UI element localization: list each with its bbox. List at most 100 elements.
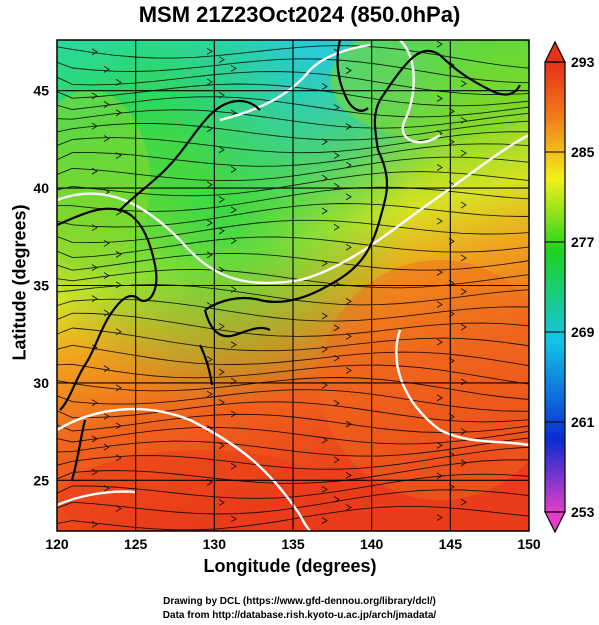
streamline-arrow (103, 485, 110, 492)
streamline (57, 505, 529, 531)
colorbar-tick-label: 253 (571, 504, 595, 520)
y-tick-label: 40 (33, 180, 49, 196)
streamline-arrow (460, 117, 467, 124)
x-tick-label: 135 (281, 536, 305, 552)
streamline-arrow (333, 354, 340, 362)
streamline (57, 236, 529, 259)
streamline-arrow (103, 443, 110, 451)
streamline (57, 83, 529, 107)
streamline-arrow (103, 365, 110, 373)
streamline-arrow (91, 92, 98, 100)
streamline-arrow (436, 40, 443, 48)
streamline-arrow (115, 328, 122, 336)
streamline (57, 186, 529, 212)
streamline-arrow (230, 410, 237, 418)
streamline (57, 58, 529, 84)
streamline (57, 120, 529, 141)
y-axis-label: Latitude (degrees) (9, 204, 30, 361)
streamline (57, 312, 529, 337)
streamline-arrow (321, 485, 328, 493)
temperature-contours (57, 40, 529, 531)
streamline-arrow (345, 243, 352, 251)
streamline-arrow (206, 48, 213, 55)
streamline-arrow (333, 223, 340, 231)
streamline (57, 131, 529, 154)
streamline (57, 377, 529, 400)
streamline-arrow (436, 441, 443, 449)
streamline-arrow (218, 56, 225, 64)
streamline-arrow (115, 384, 122, 392)
streamline-arrow (230, 515, 237, 523)
streamline-arrow (321, 207, 328, 215)
streamline-arrow (91, 122, 98, 130)
streamline-arrow (321, 138, 328, 146)
streamline-arrow (333, 324, 340, 332)
streamline-arrow (321, 345, 328, 353)
streamline (57, 459, 529, 484)
streamline-arrow (333, 104, 340, 111)
x-tick-label: 145 (439, 536, 463, 552)
streamline-arrow (436, 164, 443, 171)
x-tick-label: 150 (517, 536, 541, 552)
streamline-arrow (218, 196, 225, 203)
streamline (57, 426, 529, 445)
streamline (57, 437, 529, 457)
streamline-arrow (115, 251, 122, 258)
streamline (57, 363, 529, 385)
streamline (57, 344, 529, 367)
streamline-arrow (115, 281, 122, 289)
x-tick-label: 140 (360, 536, 384, 552)
streamline (57, 389, 529, 412)
streamline (57, 489, 529, 515)
streamline-arrow (91, 435, 98, 443)
streamline-arrow (436, 95, 443, 102)
streamline-arrow (230, 286, 237, 293)
streamline (57, 401, 529, 423)
streamline-arrow (333, 399, 340, 407)
streamline (57, 413, 529, 434)
streamline-arrow (91, 399, 98, 407)
streamline (57, 45, 529, 69)
streamline-arrow (103, 66, 110, 73)
streamline-arrow (460, 428, 467, 435)
streamline-arrow (91, 167, 98, 175)
x-tick-label: 120 (45, 536, 69, 552)
streamline-arrow (436, 268, 443, 276)
streamline-arrow (436, 217, 443, 225)
streamline (57, 203, 529, 228)
streamline-arrow (321, 436, 328, 444)
streamline-arrow (230, 166, 237, 173)
streamline-arrow (230, 237, 237, 245)
streamline-arrow (218, 442, 225, 450)
grid-lines (57, 40, 529, 531)
streamline-arrow (230, 341, 237, 349)
streamline-arrow (218, 399, 225, 406)
streamline-arrow (218, 266, 225, 274)
streamline-arrow (230, 109, 237, 117)
streamline-arrow (115, 454, 122, 462)
streamline-arrow (460, 149, 467, 157)
streamline-arrow (206, 390, 213, 398)
streamline-arrow (206, 181, 213, 189)
streamline-arrow (218, 91, 225, 99)
streamline-arrow (115, 79, 122, 86)
colorbar-tick-label: 285 (571, 144, 595, 160)
y-tick-label: 45 (33, 83, 49, 99)
streamline (57, 156, 529, 182)
streamline (57, 446, 529, 470)
plot-frame (56, 39, 530, 532)
streamline-arrow (218, 146, 225, 154)
streamline-arrow (345, 123, 352, 131)
streamline-arrow (103, 413, 110, 420)
x-axis: 120 125 130 135 140 145 150 (45, 536, 541, 552)
streamline-arrow (460, 254, 467, 262)
streamline-arrow (333, 152, 340, 159)
colorbar-tick-label: 269 (571, 324, 595, 340)
streamline-arrow (206, 125, 213, 133)
streamline-arrow (345, 420, 352, 428)
streamline-arrow (218, 368, 225, 376)
streamline-arrow (103, 239, 110, 247)
streamline-arrow (230, 206, 237, 214)
streamline (57, 219, 529, 244)
